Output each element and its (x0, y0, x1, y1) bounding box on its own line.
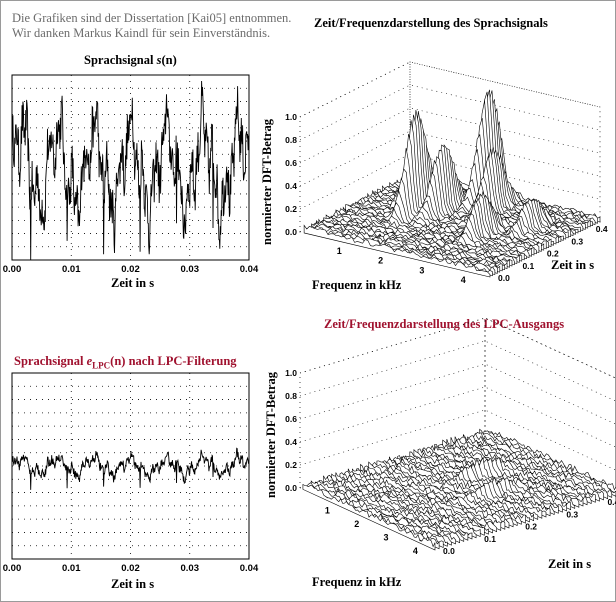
x-tick-label: 0.03 (181, 264, 200, 275)
y-tick-label: 0.1 (522, 261, 534, 271)
x-tick-label: 3 (419, 265, 424, 275)
x-tick-label: 0.04 (240, 563, 259, 574)
x-tick-label: 0.04 (240, 264, 259, 275)
waterfall-line (450, 437, 584, 507)
x-tick-label: 3 (384, 532, 389, 542)
x-tick-label: 0.01 (62, 563, 81, 574)
x-tick-label: 4 (413, 546, 418, 556)
y-tick-label: 0.1 (484, 534, 496, 544)
waterfall-line (417, 448, 551, 517)
grid-line (299, 84, 601, 141)
y-tick-label: 0.0 (498, 273, 510, 283)
signal-line (11, 80, 250, 261)
x-tick-label: 0.02 (121, 264, 140, 275)
chart1-title: Sprachsignal s(n) (84, 53, 177, 67)
y-tick-label: 0.2 (547, 249, 559, 259)
signal-line (11, 447, 250, 490)
x-tick-label: 4 (461, 275, 466, 285)
x-tick-label: 2 (354, 519, 359, 529)
z-tick-label: 0.6 (285, 158, 297, 168)
x-tick-label: 0.03 (181, 563, 200, 574)
chart3-title: Sprachsignal eLPC(n) nach LPC-Filterung (14, 354, 237, 371)
z-tick-label: 0.4 (285, 437, 297, 447)
credit-line-2: Wir danken Markus Kaindl für sein Einver… (12, 26, 271, 40)
z-tick-label: 0.0 (285, 483, 297, 493)
x-tick-label: 0.00 (3, 563, 22, 574)
chart4-ylabel: Zeit in s (548, 557, 592, 571)
credit-line-1: Die Grafiken sind der Dissertation [Kai0… (12, 11, 292, 25)
z-tick-label: 0.8 (285, 135, 297, 145)
y-tick-label: 0.3 (571, 236, 583, 246)
z-tick-label: 0.2 (285, 204, 297, 214)
x-tick-label: 2 (378, 256, 383, 266)
x-tick-label: 0.01 (62, 264, 81, 275)
x-tick-label: 0.00 (3, 264, 22, 275)
grid-line (299, 340, 616, 402)
z-tick-label: 0.4 (285, 181, 297, 191)
chart2-xlabel: Frequenz in kHz (312, 278, 402, 292)
y-tick-label: 0.4 (607, 497, 616, 507)
grid-line (299, 130, 601, 187)
x-tick-label: 1 (337, 246, 342, 256)
chart3-xlabel: Zeit in s (111, 577, 155, 591)
chart2-ylabel: Zeit in s (551, 258, 595, 272)
waterfall-line (303, 224, 491, 278)
x-tick-label: 1 (325, 505, 330, 515)
z-tick-label: 1.0 (285, 368, 297, 378)
chart2-title: Zeit/Frequenzdarstellung des Sprachsigna… (314, 16, 548, 30)
y-tick-label: 0.3 (566, 509, 578, 519)
waterfall-line (302, 484, 436, 551)
grid-line (299, 363, 616, 425)
z-tick-label: 0.0 (285, 227, 297, 237)
grid-line (299, 61, 601, 118)
z-tick-label: 0.2 (285, 460, 297, 470)
chart4-title: Zeit/Frequenzdarstellung des LPC-Ausgang… (324, 317, 565, 331)
y-tick-label: 0.0 (443, 546, 455, 556)
waterfall-line (442, 439, 576, 509)
z-tick-label: 0.6 (285, 414, 297, 424)
z-tick-label: 0.8 (285, 391, 297, 401)
waterfall-line (331, 473, 465, 542)
grid-line (299, 153, 601, 210)
grid-line (299, 107, 601, 164)
z-tick-label: 1.0 (285, 112, 297, 122)
chart4-xlabel: Frequenz in kHz (312, 575, 402, 589)
box-panel (484, 317, 616, 494)
x-tick-label: 0.02 (121, 563, 140, 574)
chart1-xlabel: Zeit in s (111, 276, 155, 290)
y-tick-label: 0.4 (596, 224, 608, 234)
y-tick-label: 0.2 (525, 522, 537, 532)
grid-line (299, 317, 616, 379)
